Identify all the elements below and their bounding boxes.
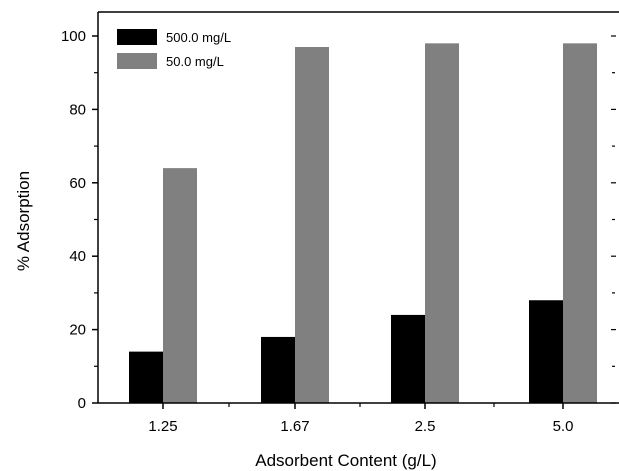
legend-label: 50.0 mg/L [166,54,224,69]
bar-series1-1_67 [261,336,295,403]
y-tick-label: 40 [69,248,86,265]
axes-group: 0 20 40 60 80 100 1.25 1.67 2.5 5.0 [61,11,619,435]
y-tick-label: 100 [61,28,86,45]
legend-label: 500.0 mg/L [166,30,231,45]
bar-series1-1_25 [129,351,163,403]
x-tick-label: 1.67 [280,418,309,435]
legend-swatch [117,29,157,45]
bar-series1-5_0 [529,300,563,403]
y-tick-label: 80 [69,101,86,118]
y-tick-label: 0 [78,395,86,412]
bar-series1-2_5 [391,314,425,403]
bar-series2-1_25 [163,168,197,403]
x-tick-label: 5.0 [553,418,574,435]
bar-series2-5_0 [563,43,597,404]
x-tick-label: 2.5 [415,418,436,435]
bar-series2-2_5 [425,43,459,404]
legend-swatch [117,53,157,69]
x-axis-title: Adsorbent Content (g/L) [255,451,436,470]
y-axis-title: % Adsorption [14,171,33,271]
bars-group [129,43,597,404]
bar-series2-1_67 [295,47,329,403]
y-tick-label: 20 [69,322,86,339]
legend: 500.0 mg/L 50.0 mg/L [117,29,231,69]
x-tick-label: 1.25 [148,418,177,435]
y-tick-label: 60 [69,175,86,192]
